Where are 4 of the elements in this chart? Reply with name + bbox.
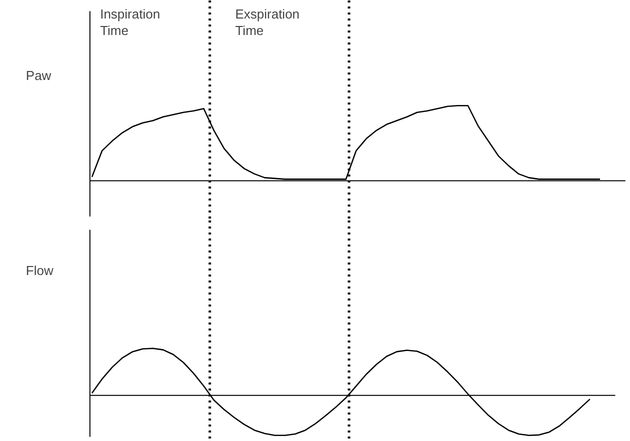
y-axis-title: Paw (26, 68, 52, 84)
text: Inspiration Time (100, 6, 160, 38)
y-axis-title: Flow (26, 262, 54, 278)
text: Exspiration Time (235, 6, 300, 38)
